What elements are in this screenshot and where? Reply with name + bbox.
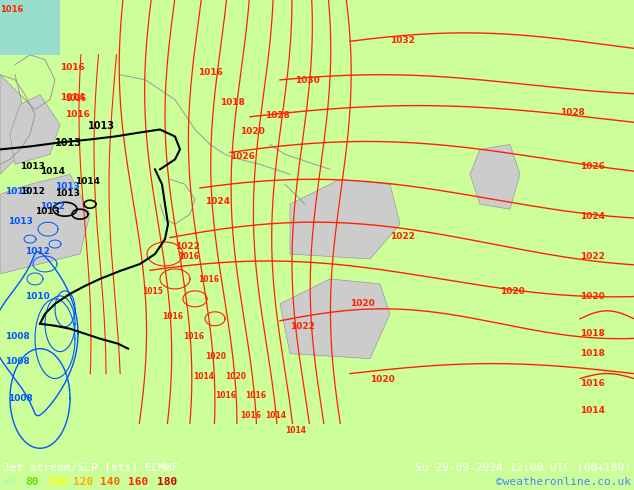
Polygon shape: [0, 74, 30, 174]
Text: 160: 160: [128, 477, 148, 487]
Text: 1016: 1016: [198, 68, 223, 77]
Text: 1024: 1024: [580, 212, 605, 221]
Text: 1012: 1012: [20, 187, 45, 196]
Text: 1028: 1028: [265, 111, 290, 120]
Text: 1018: 1018: [580, 348, 605, 358]
Text: Jet stream/SLP [kts] ECMWF: Jet stream/SLP [kts] ECMWF: [3, 462, 179, 472]
Text: 1016: 1016: [245, 392, 266, 400]
Text: 1018: 1018: [580, 329, 605, 338]
Text: 1016: 1016: [215, 392, 236, 400]
Text: 140: 140: [100, 477, 120, 487]
Text: 1012: 1012: [40, 202, 65, 211]
Text: 1028: 1028: [560, 108, 585, 117]
Text: 1016: 1016: [162, 312, 183, 321]
Text: 1013: 1013: [20, 162, 45, 171]
Text: 1020: 1020: [500, 287, 525, 296]
Text: 1013: 1013: [5, 187, 30, 196]
Text: 1026: 1026: [230, 152, 255, 161]
Text: 1024: 1024: [205, 197, 230, 206]
Text: 1032: 1032: [390, 36, 415, 45]
Text: 100: 100: [48, 477, 68, 487]
Text: 1016: 1016: [183, 332, 204, 341]
Text: ©weatheronline.co.uk: ©weatheronline.co.uk: [496, 477, 631, 487]
Text: 80: 80: [25, 477, 39, 487]
Text: 1026: 1026: [580, 162, 605, 171]
Polygon shape: [0, 0, 60, 55]
Polygon shape: [10, 95, 60, 164]
Text: 1015: 1015: [142, 287, 163, 296]
Text: Su 29-09-2024 12:00 UTC (00+180): Su 29-09-2024 12:00 UTC (00+180): [415, 462, 631, 472]
Text: 1016: 1016: [580, 378, 605, 388]
Text: 1013: 1013: [55, 182, 80, 191]
Text: 1013: 1013: [35, 207, 60, 216]
Text: 1016: 1016: [65, 110, 90, 119]
Text: 1016: 1016: [178, 252, 199, 261]
Text: 1014: 1014: [40, 167, 65, 176]
Text: 120: 120: [73, 477, 93, 487]
Text: 1014: 1014: [265, 412, 286, 420]
Text: 1008: 1008: [5, 357, 30, 366]
Text: 60: 60: [3, 477, 16, 487]
Text: 1016: 1016: [240, 412, 261, 420]
Text: 1016: 1016: [0, 5, 23, 14]
Text: 1016: 1016: [198, 275, 219, 284]
Text: 1020: 1020: [350, 299, 375, 308]
Text: 1013: 1013: [55, 189, 80, 198]
Polygon shape: [0, 174, 90, 274]
Text: 1022: 1022: [580, 252, 605, 261]
Text: 1020: 1020: [205, 352, 226, 361]
Text: 1008: 1008: [5, 332, 30, 341]
Text: 1014: 1014: [285, 426, 306, 435]
Text: 180: 180: [157, 477, 178, 487]
Text: 1014: 1014: [75, 177, 100, 186]
Text: 1016: 1016: [60, 63, 85, 72]
Text: 1020: 1020: [370, 374, 395, 384]
Text: 1013: 1013: [55, 139, 82, 148]
Polygon shape: [280, 279, 390, 359]
Polygon shape: [470, 145, 520, 209]
Text: 1014: 1014: [193, 371, 214, 381]
Text: 1020: 1020: [225, 371, 246, 381]
Text: 1014: 1014: [580, 406, 605, 416]
Text: 1008: 1008: [8, 394, 33, 403]
Text: 1022: 1022: [290, 322, 315, 331]
Text: 1022: 1022: [390, 232, 415, 241]
Text: 1013: 1013: [88, 121, 115, 130]
Text: 1014: 1014: [60, 93, 85, 101]
Text: 1020: 1020: [240, 127, 265, 137]
Text: 1010: 1010: [25, 292, 49, 301]
Text: 1022: 1022: [175, 242, 200, 251]
Text: 1012: 1012: [25, 247, 50, 256]
Polygon shape: [290, 179, 400, 259]
Text: 1030: 1030: [295, 75, 320, 85]
Text: 1018: 1018: [220, 98, 245, 107]
Text: 1016: 1016: [65, 94, 86, 102]
Text: 1020: 1020: [580, 292, 605, 301]
Text: 1013: 1013: [8, 217, 33, 226]
